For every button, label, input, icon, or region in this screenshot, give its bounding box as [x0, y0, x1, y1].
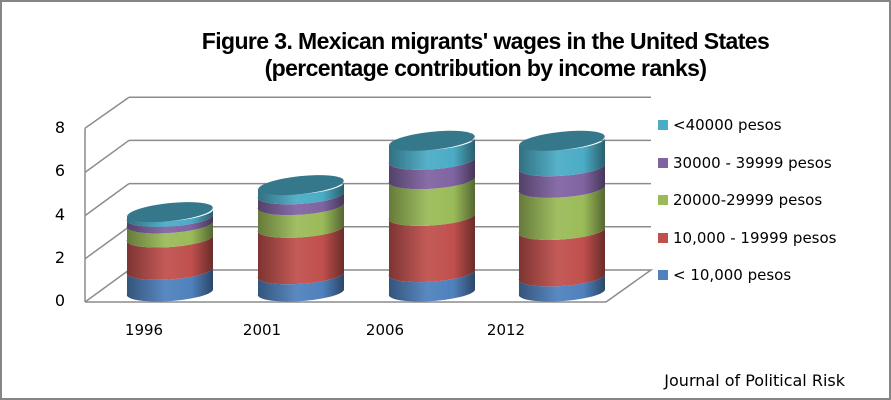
legend-swatch-icon	[658, 195, 668, 205]
bar-series	[126, 130, 605, 302]
legend-label: <40000 pesos	[673, 116, 782, 134]
chart-title-line-2: (percentage contribution by income ranks…	[264, 55, 707, 81]
legend-item: 20000-29999 pesos	[658, 191, 822, 209]
bar-top-cap	[519, 130, 605, 151]
legend-swatch-icon	[658, 232, 668, 243]
y-tick-label: 2	[54, 247, 66, 267]
source-credit: Journal of Political Risk	[664, 371, 845, 390]
bar-segment	[257, 183, 344, 205]
legend-item: 10,000 - 19999 pesos	[658, 229, 836, 247]
x-tick-label: 2006	[365, 321, 405, 339]
bar-segment	[518, 186, 605, 240]
chart-title: Figure 3. Mexican migrants' wages in the…	[0, 28, 891, 82]
bar-top-cap	[127, 202, 213, 223]
bar-segment	[257, 192, 344, 216]
y-tick-label: 4	[54, 204, 66, 224]
bar-segment	[126, 236, 213, 280]
bar-top-cap	[258, 175, 344, 196]
bar-top-cap	[389, 130, 475, 151]
legend-label: 10,000 - 19999 pesos	[673, 228, 837, 247]
bar-segment	[518, 228, 605, 287]
legend-label: 20000-29999 pesos	[673, 191, 823, 209]
bar-2012	[518, 130, 605, 302]
legend-item: 30000 - 39999 pesos	[658, 154, 832, 172]
legend-label: < 10,000 pesos	[673, 266, 792, 284]
legend-item: < 10,000 pesos	[658, 266, 791, 284]
y-tick-label: 6	[54, 161, 66, 181]
bar-segment	[257, 226, 344, 285]
x-tick-label: 2012	[486, 321, 526, 339]
legend-label: 30000 - 39999 pesos	[673, 153, 832, 172]
bar-segment	[126, 215, 213, 234]
bar-segment	[388, 270, 475, 302]
x-tick-label: 2001	[242, 321, 282, 339]
bar-segment	[518, 274, 605, 302]
y-tick-label: 0	[54, 291, 66, 310]
bar-2001	[257, 175, 344, 302]
legend-swatch-icon	[658, 120, 668, 130]
bar-segment	[388, 158, 475, 190]
y-tick-label: 8	[54, 118, 66, 138]
x-tick-label: 1996	[124, 321, 164, 339]
bar-segment	[388, 177, 475, 226]
legend-swatch-icon	[658, 270, 668, 280]
chart-title-line-1: Figure 3. Mexican migrants' wages in the…	[201, 28, 770, 54]
bar-1996	[126, 202, 213, 302]
bar-segment	[126, 210, 213, 228]
legend-item: <40000 pesos	[658, 116, 782, 134]
bar-segment	[388, 214, 475, 283]
legend-swatch-icon	[658, 157, 668, 168]
bar-segment	[126, 221, 213, 248]
bar-segment	[257, 203, 344, 238]
bar-segment	[518, 164, 605, 198]
bar-segment	[126, 268, 213, 302]
bar-segment	[257, 272, 344, 302]
bar-2006	[388, 130, 475, 302]
bar-segment	[388, 138, 475, 170]
bar-segment	[518, 138, 605, 177]
